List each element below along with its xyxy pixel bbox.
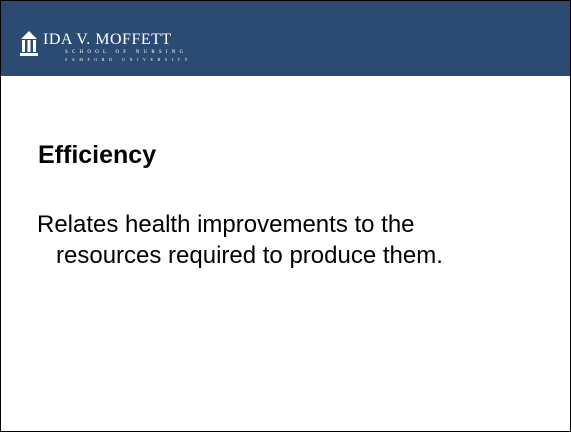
logo-name: IDA V. MOFFETT [43,31,172,48]
logo-icon [20,31,38,56]
slide-title: Efficiency [38,141,157,169]
header-banner: IDA V. MOFFETT SCHOOL OF NURSING SAMFORD… [1,1,570,76]
logo-school: SCHOOL OF NURSING [65,50,188,55]
slide-body: Relates health improvements to the resou… [37,209,557,271]
body-line: resources required to produce them. [56,242,443,269]
body-line: Relates health improvements to the [37,211,415,238]
logo-university: SAMFORD UNIVERSITY [65,57,193,62]
